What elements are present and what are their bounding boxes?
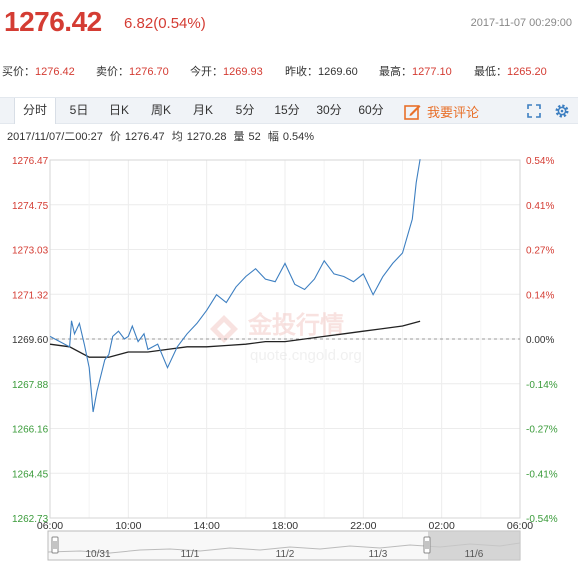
info-price: 1276.47 — [124, 131, 165, 143]
info-datetime: 2017/11/07/二00:27 — [7, 131, 103, 143]
y-tick-right: 0.27% — [526, 246, 554, 257]
tab-5min[interactable]: 5分 — [235, 103, 255, 117]
price-change: 6.82(0.54%) — [124, 15, 206, 32]
navigator-dates: 10/31 11/1 11/2 11/3 11/6 — [85, 549, 483, 560]
navigator-date: 10/31 — [85, 549, 110, 560]
y-tick-left: 1267.88 — [12, 380, 49, 391]
y-tick-right: -0.27% — [526, 425, 558, 436]
navigator-date: 11/3 — [369, 549, 388, 560]
x-tick: 14:00 — [194, 520, 220, 530]
price-line — [49, 159, 421, 413]
x-tick: 06:00 — [37, 520, 63, 530]
info-vol: 52 — [248, 131, 261, 143]
edit-pen-icon — [404, 103, 421, 120]
time-navigator[interactable]: 10/31 11/1 11/2 11/3 11/6 — [0, 530, 578, 562]
quote-row: 买价：1276.42 卖价：1276.70 今开：1269.93 昨收：1269… — [0, 56, 578, 84]
settings-gear-icon[interactable] — [554, 103, 570, 119]
quote-open-label: 今开： — [190, 66, 223, 78]
y-tick-right: 0.00% — [526, 335, 554, 346]
x-tick: 02:00 — [429, 520, 455, 530]
info-vol-label: 量 — [233, 131, 245, 143]
quote-datetime: 2017-11-07 00:29:00 — [470, 17, 572, 29]
y-tick-left: 1273.03 — [12, 246, 49, 257]
navigator-right-handle[interactable] — [423, 536, 431, 554]
tab-monthly-k[interactable]: 月K — [192, 103, 213, 117]
y-tick-left: 1269.60 — [12, 335, 49, 346]
navigator-date: 11/2 — [276, 549, 295, 560]
info-price-label: 价 — [109, 131, 121, 143]
x-tick: 22:00 — [350, 520, 376, 530]
tab-intraday[interactable]: 分时 — [14, 98, 56, 124]
watermark-brand: 金投行情 — [247, 311, 344, 339]
tab-daily-k[interactable]: 日K — [108, 103, 129, 117]
watermark-logo-icon — [210, 315, 238, 343]
info-amp: 0.54% — [282, 131, 315, 143]
quote-buy: 买价：1276.42 — [2, 63, 75, 79]
y-tick-left: 1274.75 — [12, 201, 49, 212]
tab-30min[interactable]: 30分 — [316, 103, 342, 117]
navigator-date: 11/1 — [181, 549, 200, 560]
y-tick-right: 0.41% — [526, 201, 554, 212]
watermark-url: quote.cngold.org — [250, 347, 362, 364]
y-tick-left: 1271.32 — [12, 290, 49, 301]
quote-high-value: 1277.10 — [412, 66, 452, 78]
info-avg-label: 均 — [171, 131, 183, 143]
x-tick: 10:00 — [115, 520, 141, 530]
tab-60min[interactable]: 60分 — [358, 103, 384, 117]
info-avg: 1270.28 — [186, 131, 227, 143]
y-tick-left: 1264.45 — [12, 469, 49, 480]
quote-low-value: 1265.20 — [507, 66, 547, 78]
tab-15min[interactable]: 15分 — [274, 103, 300, 117]
quote-prev-close: 昨收：1269.60 — [285, 63, 358, 79]
y-tick-right: -0.41% — [526, 469, 558, 480]
crosshair-info: 2017/11/07/二00:27 价 1276.47 均 1270.28 量 52 … — [0, 128, 578, 144]
y-axis-left: 1276.47 1274.75 1273.03 1271.32 1269.60 1267.… — [12, 156, 49, 525]
period-tabbar: 分时 5日 日K 周K 月K 5分 15分 30分 60分 我要评论 — [0, 97, 578, 124]
fullscreen-icon[interactable] — [527, 104, 541, 118]
quote-buy-label: 买价： — [2, 66, 35, 78]
average-price-line — [49, 320, 421, 358]
y-tick-right: -0.14% — [526, 380, 558, 391]
navigator-window[interactable] — [428, 531, 520, 560]
intraday-chart[interactable]: 金投行情 quote.cngold.org 1276.47 1274.75 1273… — [0, 145, 578, 530]
y-tick-right: 0.14% — [526, 290, 554, 301]
x-tick: 06:00 — [507, 520, 533, 530]
y-axis-right: 0.54% 0.41% 0.27% 0.14% 0.00% -0.14% -0.27% -0.… — [526, 156, 558, 525]
y-tick-right: -0.54% — [526, 514, 558, 525]
x-axis: 06:00 10:00 14:00 18:00 22:00 02:00 06:00 — [37, 520, 533, 530]
quote-low-label: 最低： — [474, 66, 507, 78]
quote-high-label: 最高： — [379, 66, 412, 78]
quote-sell-value: 1276.70 — [129, 66, 169, 78]
current-price: 1276.42 — [4, 6, 102, 37]
y-tick-left: 1276.47 — [12, 156, 49, 167]
y-tick-left: 1262.73 — [12, 514, 49, 525]
quote-header: 1276.42 6.82(0.54%) 2017-11-07 00:29:00 — [0, 0, 578, 44]
quote-buy-value: 1276.42 — [35, 66, 75, 78]
tab-5day[interactable]: 5日 — [69, 103, 89, 117]
info-amp-label: 幅 — [267, 131, 279, 143]
quote-prev-close-value: 1269.60 — [318, 66, 358, 78]
quote-sell-label: 卖价： — [96, 66, 129, 78]
quote-low: 最低：1265.20 — [474, 63, 547, 79]
quote-high: 最高：1277.10 — [379, 63, 452, 79]
comment-label: 我要评论 — [427, 104, 480, 120]
watermark: 金投行情 quote.cngold.org — [210, 311, 362, 364]
x-tick: 18:00 — [272, 520, 298, 530]
y-tick-right: 0.54% — [526, 156, 554, 167]
comment-button[interactable]: 我要评论 — [404, 102, 479, 120]
quote-open-value: 1269.93 — [223, 66, 263, 78]
navigator-left-handle[interactable] — [51, 536, 59, 554]
tab-weekly-k[interactable]: 周K — [150, 103, 171, 117]
navigator-date: 11/6 — [465, 549, 484, 560]
quote-sell: 卖价：1276.70 — [96, 63, 169, 79]
quote-prev-close-label: 昨收： — [285, 66, 318, 78]
y-tick-left: 1266.16 — [12, 425, 49, 436]
quote-open: 今开：1269.93 — [190, 63, 263, 79]
